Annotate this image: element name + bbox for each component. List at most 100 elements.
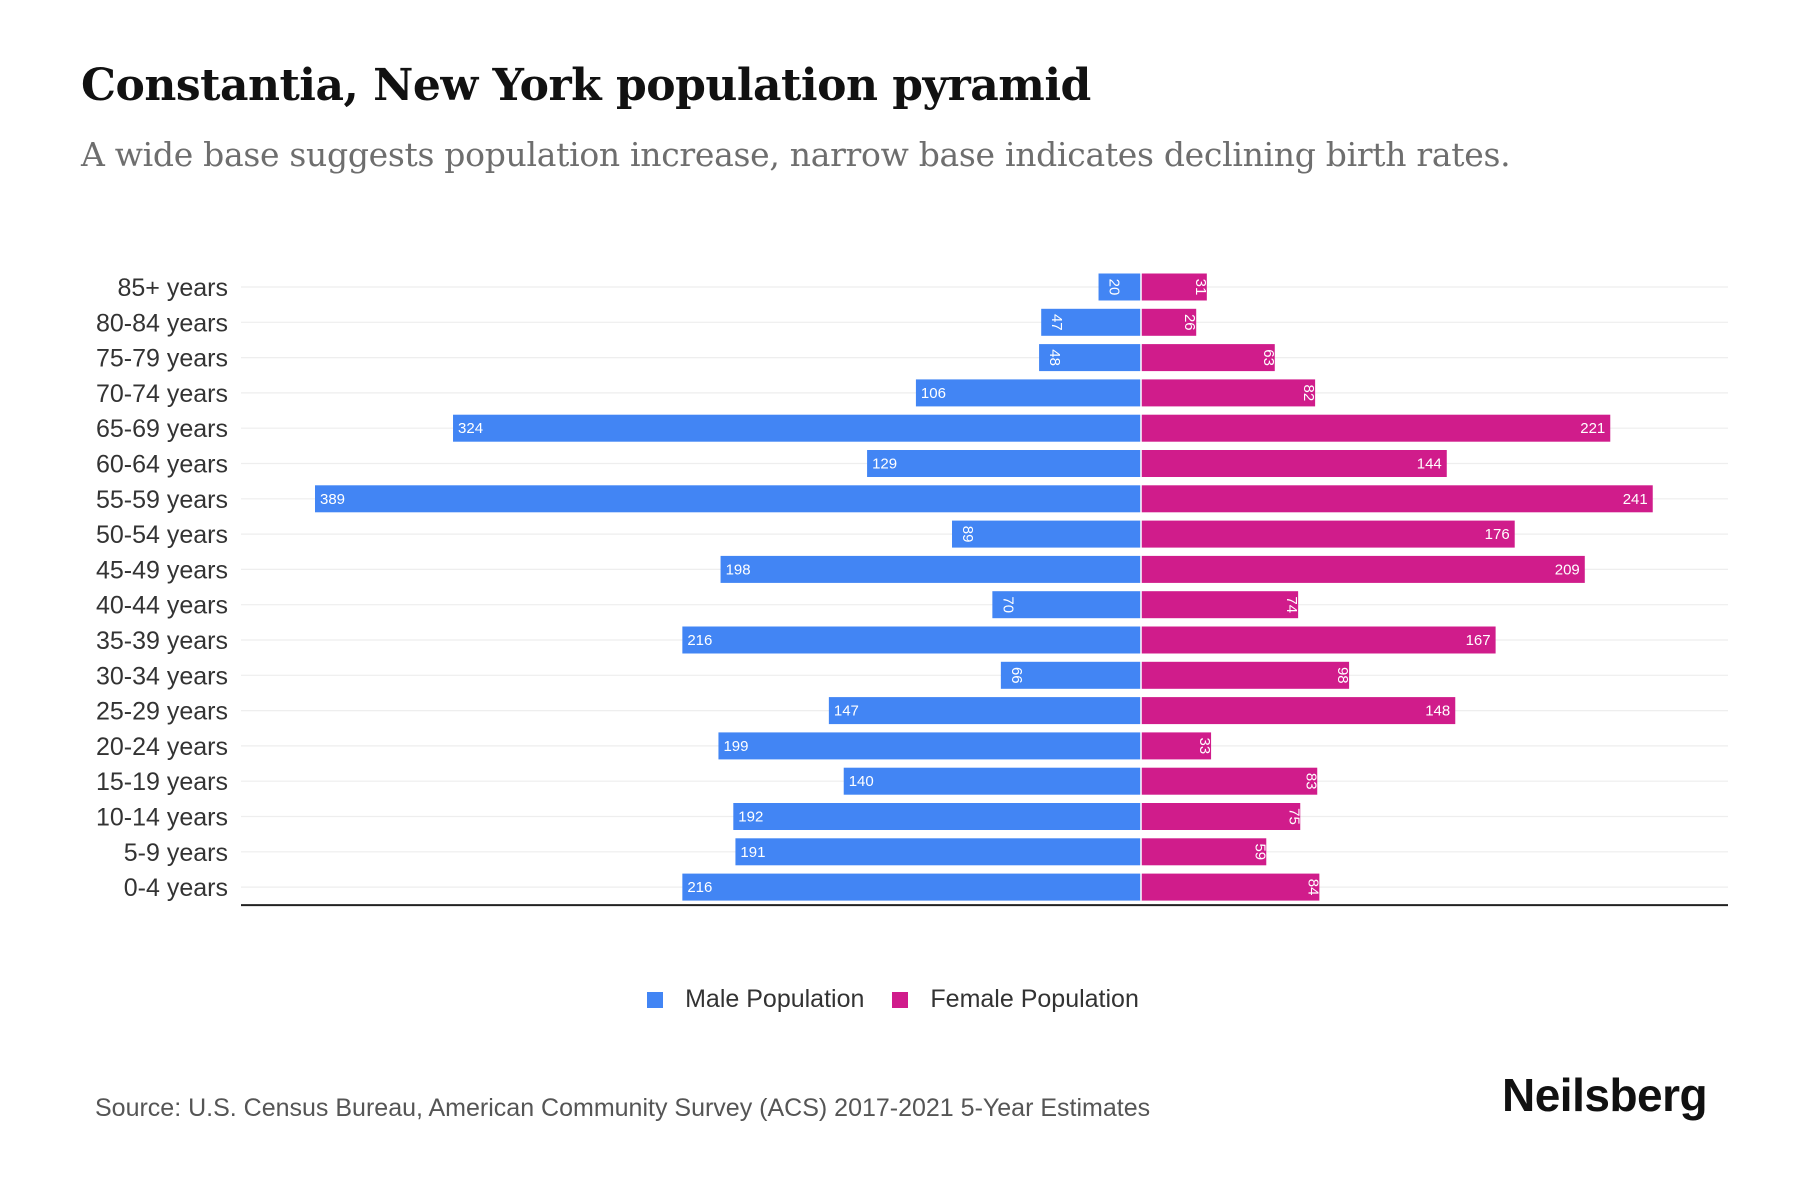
female-bar — [1141, 273, 1207, 301]
population-pyramid-chart: 20 31 47 26 48 63 106 82 324 221 129 144 389 241 89 176… — [96, 273, 1728, 907]
male-bar — [867, 450, 1141, 477]
age-label: 55-59 years — [96, 486, 228, 514]
age-label: 70-74 years — [96, 380, 228, 408]
female-value-label: 98 — [1334, 667, 1351, 684]
male-bar — [733, 803, 1141, 830]
bars: 20 31 47 26 48 63 106 82 324 221 129 144 389 241 89 176… — [315, 273, 1653, 901]
gridlines — [241, 286, 1728, 888]
female-bar — [1141, 308, 1197, 336]
male-value-label: 89 — [959, 526, 976, 543]
female-bar — [1141, 873, 1320, 901]
female-value-label: 59 — [1251, 843, 1268, 860]
female-bar — [1141, 591, 1299, 619]
male-value-label: 48 — [1046, 349, 1063, 366]
age-label: 0-4 years — [124, 874, 228, 902]
male-value-label: 20 — [1106, 279, 1123, 296]
age-label: 5-9 years — [124, 839, 228, 867]
female-bar — [1141, 697, 1456, 725]
female-value-label: 221 — [1580, 420, 1605, 437]
age-label: 75-79 years — [96, 345, 228, 373]
male-value-label: 106 — [921, 385, 946, 402]
chart-subtitle: A wide base suggests population increase… — [81, 135, 1511, 174]
male-value-label: 129 — [872, 456, 897, 473]
female-bar — [1141, 520, 1515, 548]
legend-label-female: Female Population — [930, 985, 1139, 1013]
male-bar — [992, 591, 1141, 619]
female-bar — [1141, 803, 1301, 830]
female-value-label: 167 — [1466, 632, 1491, 649]
age-label: 20-24 years — [96, 733, 228, 761]
female-bar — [1141, 555, 1585, 583]
age-label: 50-54 years — [96, 521, 228, 549]
male-bar — [735, 838, 1141, 866]
male-bar — [1039, 344, 1141, 372]
female-bar — [1141, 732, 1212, 760]
age-label: 15-19 years — [96, 768, 228, 796]
age-label: 80-84 years — [96, 309, 228, 337]
male-bar — [315, 485, 1141, 513]
male-value-label: 140 — [849, 773, 874, 790]
female-bar — [1141, 838, 1267, 866]
female-value-label: 31 — [1192, 279, 1209, 296]
male-value-label: 199 — [723, 738, 748, 755]
male-value-label: 216 — [687, 879, 712, 896]
age-labels: 85+ years 80-84 years 75-79 years 70-74 yea… — [96, 274, 228, 902]
male-bar — [828, 697, 1141, 725]
male-bar — [1041, 308, 1141, 336]
female-bar — [1141, 485, 1653, 513]
legend: Male Population Female Population — [0, 985, 1800, 1014]
female-value-label: 75 — [1285, 808, 1302, 825]
age-label: 30-34 years — [96, 662, 228, 690]
male-bar — [843, 767, 1141, 795]
male-value-label: 191 — [740, 844, 765, 861]
source-note: Source: U.S. Census Bureau, American Com… — [95, 1094, 1151, 1122]
female-value-label: 63 — [1260, 349, 1277, 366]
legend-label-male: Male Population — [685, 985, 865, 1013]
female-value-label: 26 — [1181, 314, 1198, 331]
age-label: 25-29 years — [96, 698, 228, 726]
age-label: 40-44 years — [96, 592, 228, 620]
age-label: 10-14 years — [96, 804, 228, 832]
male-bar — [718, 732, 1141, 760]
female-value-label: 82 — [1300, 385, 1317, 402]
age-label: 85+ years — [118, 274, 229, 302]
age-label: 65-69 years — [96, 415, 228, 443]
male-bar — [915, 379, 1141, 407]
male-value-label: 198 — [726, 561, 751, 578]
male-value-label: 324 — [458, 420, 483, 437]
female-value-label: 84 — [1304, 879, 1321, 896]
female-bar — [1141, 767, 1318, 795]
chart-title: Constantia, New York population pyramid — [81, 60, 1091, 111]
female-value-label: 74 — [1283, 596, 1300, 613]
male-bar — [720, 555, 1141, 583]
female-value-label: 144 — [1417, 456, 1442, 473]
brand-logo: Neilsberg — [1502, 1069, 1708, 1121]
male-value-label: 66 — [1008, 667, 1025, 684]
male-value-label: 192 — [738, 809, 763, 826]
female-value-label: 83 — [1302, 773, 1319, 790]
female-value-label: 209 — [1555, 561, 1580, 578]
female-bar — [1141, 379, 1316, 407]
male-value-label: 147 — [834, 703, 859, 720]
male-bar — [453, 414, 1141, 442]
male-bar — [682, 873, 1141, 901]
legend-item-male: Male Population — [647, 985, 864, 1014]
male-bar — [682, 626, 1141, 654]
female-value-label: 176 — [1485, 526, 1510, 543]
female-value-label: 33 — [1196, 738, 1213, 755]
female-bar — [1141, 450, 1447, 477]
female-bar — [1141, 414, 1611, 442]
male-value-label: 389 — [320, 491, 345, 508]
male-value-label: 216 — [687, 632, 712, 649]
male-value-label: 47 — [1048, 314, 1065, 331]
male-bar — [1098, 273, 1141, 301]
female-value-label: 241 — [1623, 491, 1648, 508]
male-value-label: 70 — [999, 596, 1016, 613]
age-label: 60-64 years — [96, 451, 228, 479]
legend-swatch-male — [647, 991, 664, 1008]
male-bar — [952, 520, 1141, 548]
female-bar — [1141, 661, 1350, 689]
age-label: 35-39 years — [96, 627, 228, 655]
female-value-label: 148 — [1425, 703, 1450, 720]
age-label: 45-49 years — [96, 556, 228, 584]
